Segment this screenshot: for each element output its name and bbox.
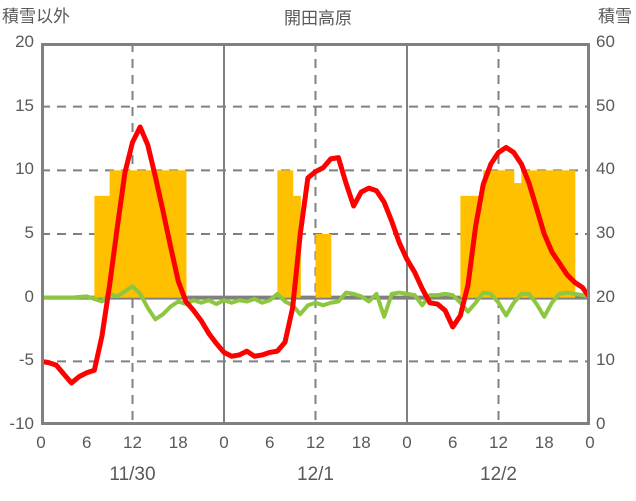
bar — [94, 195, 103, 298]
chart-canvas — [41, 43, 590, 425]
x-tick-label: 6 — [82, 433, 92, 452]
bar — [475, 195, 484, 298]
bar — [551, 170, 561, 298]
axis-right — [587, 43, 590, 425]
left-axis-title: 積雪以外 — [2, 7, 70, 26]
right-tick-label: 40 — [596, 159, 615, 179]
x-tick-label: 18 — [351, 433, 371, 452]
bar — [567, 170, 576, 298]
bar — [132, 170, 141, 298]
left-tick-label: -5 — [18, 350, 34, 370]
bar — [460, 195, 469, 298]
x-tick-label: 0 — [36, 433, 46, 452]
bar — [155, 170, 164, 298]
bar — [323, 234, 332, 298]
date-label: 12/1 — [297, 464, 334, 485]
bar — [490, 170, 500, 298]
axis-top — [41, 43, 590, 46]
bar — [277, 170, 286, 298]
line-series-group — [41, 124, 590, 425]
left-tick-label: 0 — [24, 286, 34, 306]
bar — [178, 170, 187, 298]
date-label: 12/2 — [480, 464, 517, 485]
bar — [315, 234, 324, 298]
line-green — [41, 284, 590, 322]
left-tick-label: 5 — [24, 223, 34, 242]
bar — [559, 170, 568, 298]
right-tick-label: 50 — [596, 95, 615, 115]
left-tick-label: 15 — [15, 95, 34, 115]
left-tick-label: -10 — [9, 414, 34, 433]
x-tick-label: 12 — [489, 433, 508, 452]
x-tick-label: 18 — [168, 433, 188, 452]
axis-left — [41, 43, 44, 425]
x-tick-label: 0 — [219, 433, 229, 452]
bar — [109, 170, 118, 298]
right-tick-label: 0 — [596, 414, 606, 433]
x-tick-label: 0 — [585, 433, 595, 452]
right-tick-label: 20 — [596, 286, 615, 306]
right-tick-label: 10 — [596, 350, 615, 370]
x-tick-label: 6 — [265, 433, 275, 452]
x-tick-label: 12 — [306, 433, 325, 452]
left-tick-label: 10 — [15, 159, 34, 179]
line-red-temperature — [41, 124, 590, 386]
bar — [529, 170, 538, 298]
x-tick-label: 12 — [123, 433, 142, 452]
right-tick-label: 60 — [596, 32, 615, 51]
bar — [140, 170, 149, 298]
x-tick-label: 6 — [448, 433, 458, 452]
bar — [170, 170, 179, 298]
x-tick-label: 18 — [534, 433, 554, 452]
x-tick-label: 0 — [402, 433, 412, 452]
bar — [102, 195, 111, 298]
bar — [536, 170, 545, 298]
bar — [285, 170, 294, 298]
bar — [513, 183, 522, 298]
bar — [124, 170, 134, 298]
bar — [544, 170, 553, 298]
bar — [521, 170, 530, 298]
bar — [147, 170, 156, 298]
date-label: 11/30 — [109, 464, 156, 485]
bar — [117, 170, 126, 298]
plot-area — [41, 43, 590, 425]
right-axis-title: 積雪 — [598, 7, 632, 26]
left-tick-label: 20 — [15, 32, 34, 51]
right-tick-label: 30 — [596, 223, 615, 242]
bar — [506, 170, 515, 298]
axis-bottom — [41, 422, 590, 425]
bar — [498, 170, 507, 298]
bar — [483, 170, 492, 298]
chart-title: 開田高原 — [284, 9, 352, 28]
